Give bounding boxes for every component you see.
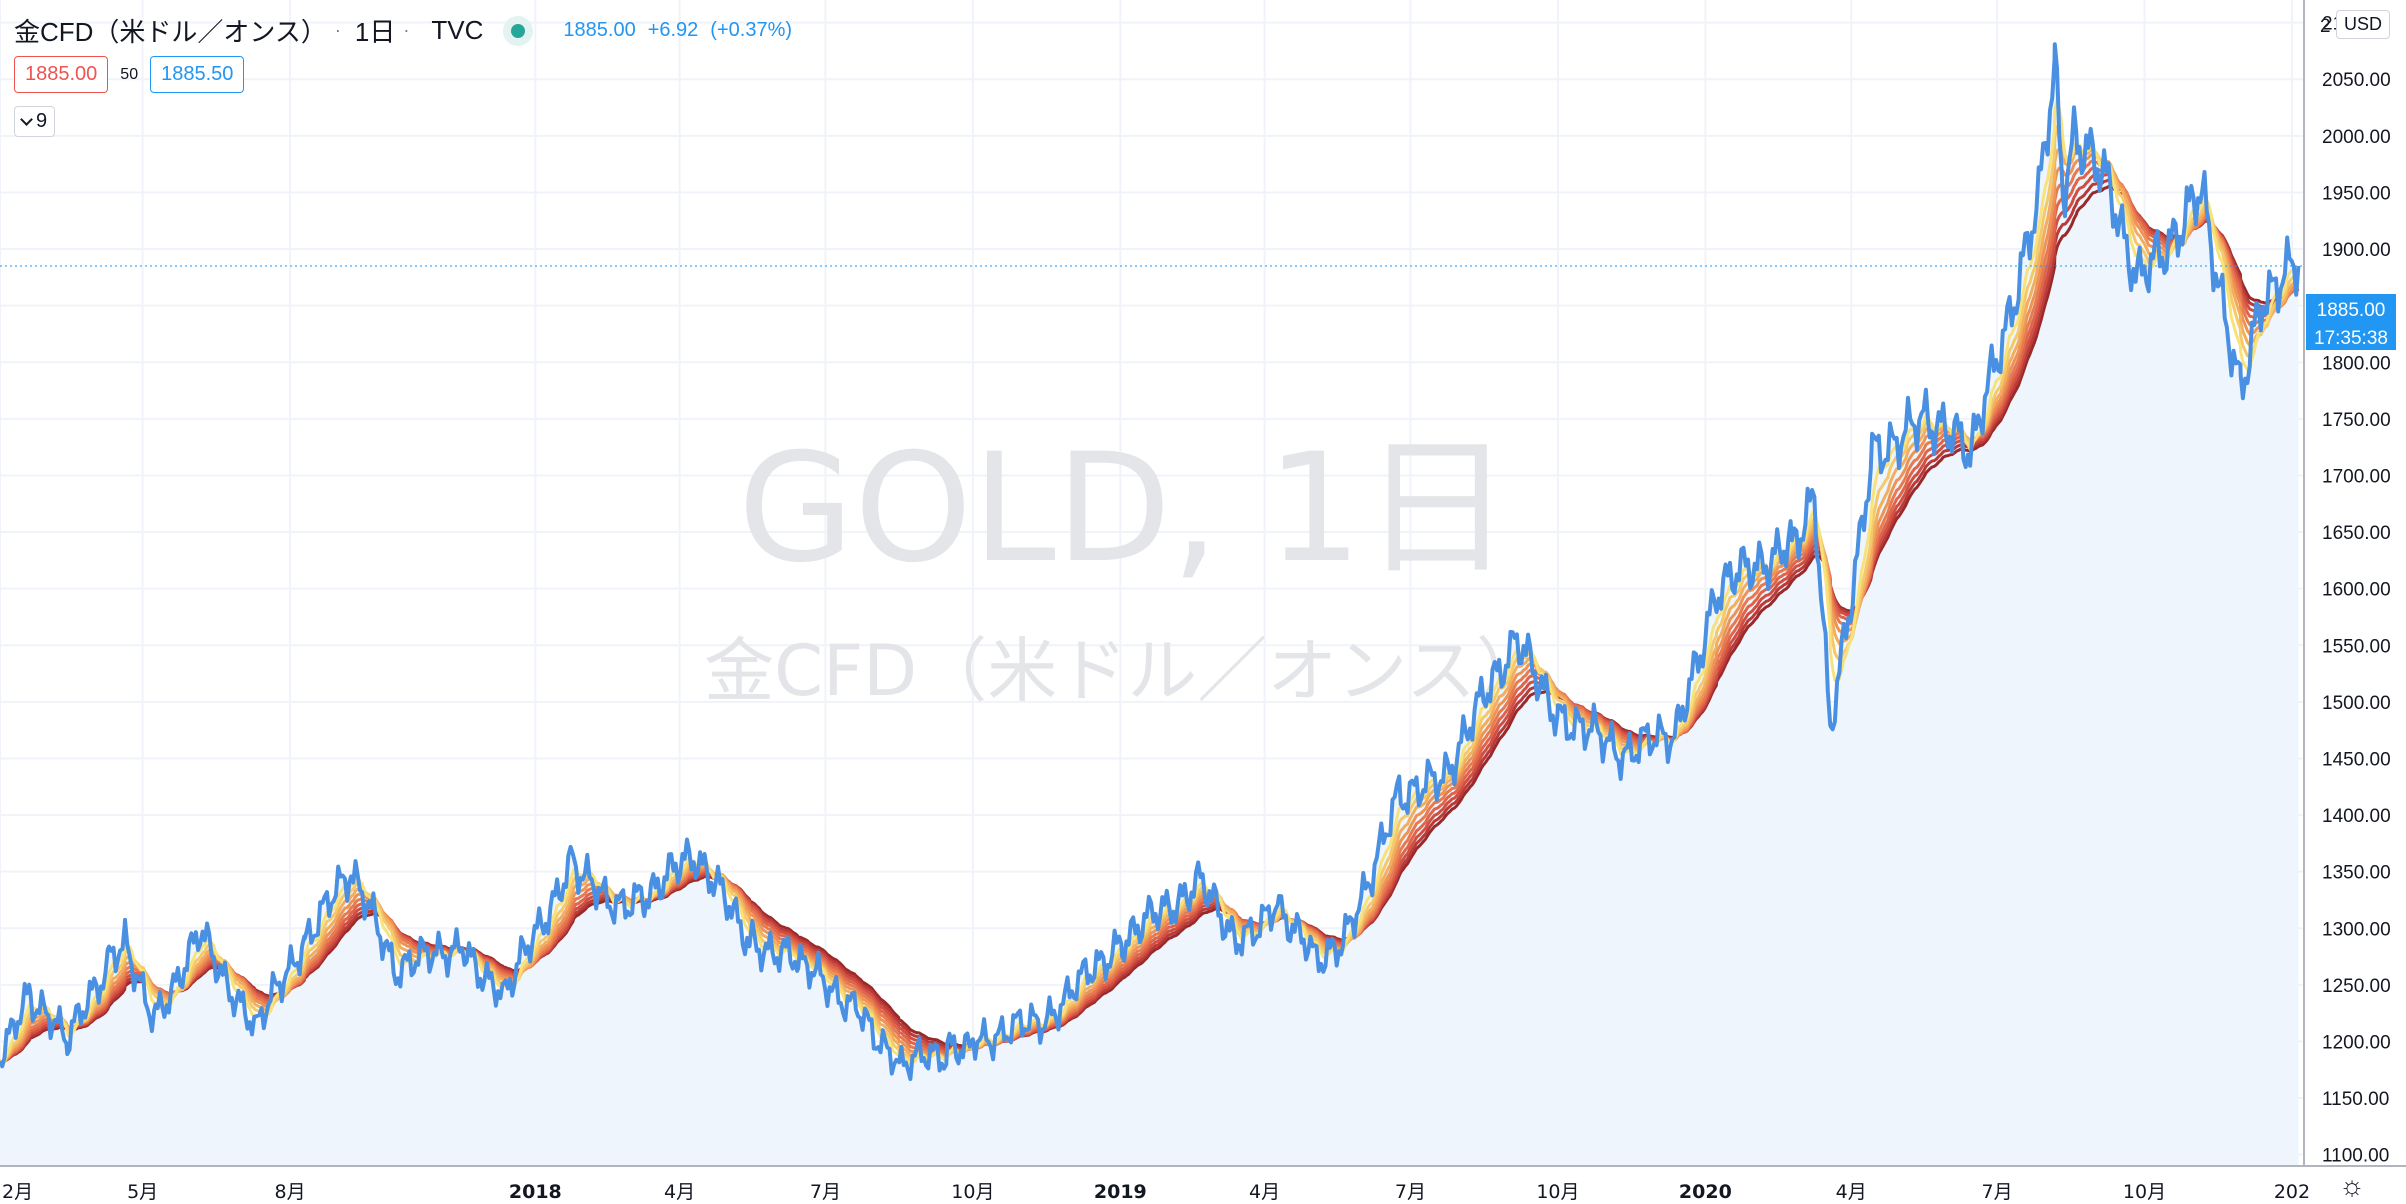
separator-dot: · <box>334 20 341 40</box>
price-tick-label: 1500.00 <box>2322 693 2391 714</box>
time-tick-label: 2018 <box>509 1181 562 1203</box>
watermark-subtitle: 金CFD（米ドル／オンス） <box>704 630 1546 712</box>
price-tick-label: 1700.00 <box>2322 466 2391 487</box>
time-tick-label: 10月 <box>2123 1181 2166 1203</box>
price-area-fill <box>0 44 2299 1166</box>
price-axis[interactable]: 1100.00 1150.00 1200.00 1250.00 1300.00 1350.… <box>2322 14 2391 1167</box>
source-label: TVC <box>431 15 484 45</box>
indicator-count: 9 <box>36 110 48 132</box>
symbol-legend: 金CFD（米ドル／オンス） · 1日 · TVC 1885.00 +6.92 (… <box>14 12 792 49</box>
time-tick-label: 4月 <box>664 1181 695 1203</box>
price-tick-label: 1150.00 <box>2322 1089 2389 1110</box>
price-line[interactable] <box>0 42 2301 1081</box>
price-tick-label: 1950.00 <box>2322 183 2391 204</box>
time-tick-label: 2019 <box>1094 1181 1147 1203</box>
price-change-value: +6.92 <box>647 19 699 41</box>
symbol-title[interactable]: 金CFD（米ドル／オンス） <box>14 17 327 47</box>
last-price-value: 1885.00 <box>563 19 636 41</box>
market-status-icon[interactable] <box>511 23 526 38</box>
price-tick-label: 2000.00 <box>2322 127 2391 148</box>
time-tick-label: 4月 <box>1836 1181 1867 1203</box>
time-tick-label: 2020 <box>1679 1181 1732 1203</box>
last-price-label: 1885.00 <box>2317 300 2386 321</box>
time-tick-label: 10月 <box>1536 1181 1579 1203</box>
price-tick-label: 1450.00 <box>2322 749 2391 770</box>
price-tick-label: 1200.00 <box>2322 1032 2391 1053</box>
price-tick-label: 1550.00 <box>2322 636 2391 657</box>
price-tick-label: 1350.00 <box>2322 863 2391 884</box>
time-tick-label: 7月 <box>1395 1181 1426 1203</box>
price-tick-label: 1400.00 <box>2322 806 2391 827</box>
price-tick-label: 1300.00 <box>2322 919 2391 940</box>
price-tick-label: 1250.00 <box>2322 976 2391 997</box>
watermark-title: GOLD, 1日 <box>738 422 1512 596</box>
currency-button[interactable]: USD <box>2335 10 2390 39</box>
time-tick-label: 7月 <box>1982 1181 2013 1203</box>
price-tick-label: 1600.00 <box>2322 580 2391 601</box>
price-tick-label: 2050.00 <box>2322 70 2391 91</box>
separator-dot: · <box>403 20 410 40</box>
spread-value: 50 <box>120 65 139 83</box>
time-tick-label: 4月 <box>1249 1181 1280 1203</box>
sell-button[interactable]: 1885.00 <box>14 56 109 93</box>
time-tick-label: 2月 <box>2 1181 33 1203</box>
countdown-label: 17:35:38 <box>2314 328 2388 349</box>
indicator-toggle-button[interactable]: 9 <box>14 106 56 137</box>
time-tick-label: 7月 <box>810 1181 841 1203</box>
price-tick-label: 1100.00 <box>2322 1146 2389 1167</box>
interval-label[interactable]: 1日 <box>354 17 396 47</box>
price-tick-label: 1800.00 <box>2322 353 2391 374</box>
price-axis-top-cut-label: 2 <box>2320 16 2331 37</box>
time-tick-label: 8月 <box>275 1181 306 1203</box>
price-tick-label: 1750.00 <box>2322 410 2391 431</box>
indicator-legend: 9 <box>14 106 56 137</box>
last-price-marker: 1885.00 17:35:38 <box>2306 294 2396 350</box>
price-tick-label: 1900.00 <box>2322 240 2391 261</box>
time-tick-label: 5月 <box>127 1181 158 1203</box>
trade-buttons: 1885.00 50 1885.50 <box>14 56 245 93</box>
price-tick-label: 1650.00 <box>2322 523 2391 544</box>
settings-gear-icon[interactable]: ☼ <box>2339 1170 2365 1201</box>
time-axis[interactable]: 2月 5月 8月 2018 4月 7月 10月 2019 4月 7月 10月 2020 4月 7月 10月 2… <box>2 1181 2310 1203</box>
time-tick-label: 202 <box>2274 1181 2310 1203</box>
chevron-down-icon <box>20 112 33 126</box>
price-change-percent: (+0.37%) <box>710 19 793 41</box>
time-tick-label: 10月 <box>951 1181 994 1203</box>
buy-button[interactable]: 1885.50 <box>150 56 245 93</box>
